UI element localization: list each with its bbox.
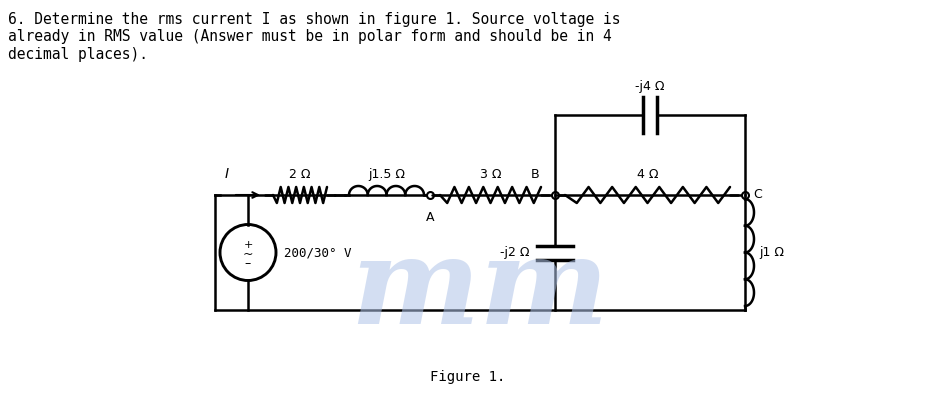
Text: -j2 Ω: -j2 Ω <box>500 246 530 259</box>
Text: C: C <box>753 189 761 202</box>
Text: B: B <box>530 168 539 181</box>
Text: Figure 1.: Figure 1. <box>430 370 505 384</box>
Text: 2 Ω: 2 Ω <box>289 168 311 181</box>
Text: 200/30° V: 200/30° V <box>284 246 351 259</box>
Text: 6. Determine the rms current I as shown in figure 1. Source voltage is
already i: 6. Determine the rms current I as shown … <box>8 12 620 62</box>
Text: 4 Ω: 4 Ω <box>636 168 658 181</box>
Text: –: – <box>244 257 251 270</box>
Text: ~: ~ <box>242 248 253 261</box>
Text: -j4 Ω: -j4 Ω <box>635 80 664 93</box>
Text: j1 Ω: j1 Ω <box>758 246 783 259</box>
Text: I: I <box>225 167 229 181</box>
Text: +: + <box>243 240 253 250</box>
Text: mm: mm <box>350 231 608 349</box>
Text: 3 Ω: 3 Ω <box>479 168 501 181</box>
Text: A: A <box>425 211 433 224</box>
Text: j1.5 Ω: j1.5 Ω <box>368 168 404 181</box>
